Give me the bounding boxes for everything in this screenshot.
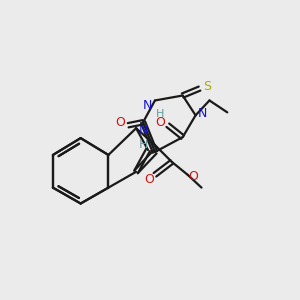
Text: N: N (138, 124, 148, 137)
Text: H: H (156, 109, 164, 119)
Text: O: O (144, 173, 154, 186)
Text: N: N (142, 99, 152, 112)
Text: S: S (203, 80, 211, 93)
Text: H: H (138, 138, 148, 151)
Text: O: O (115, 116, 125, 129)
Text: O: O (155, 116, 165, 129)
Text: N: N (198, 107, 207, 120)
Text: O: O (189, 170, 199, 183)
